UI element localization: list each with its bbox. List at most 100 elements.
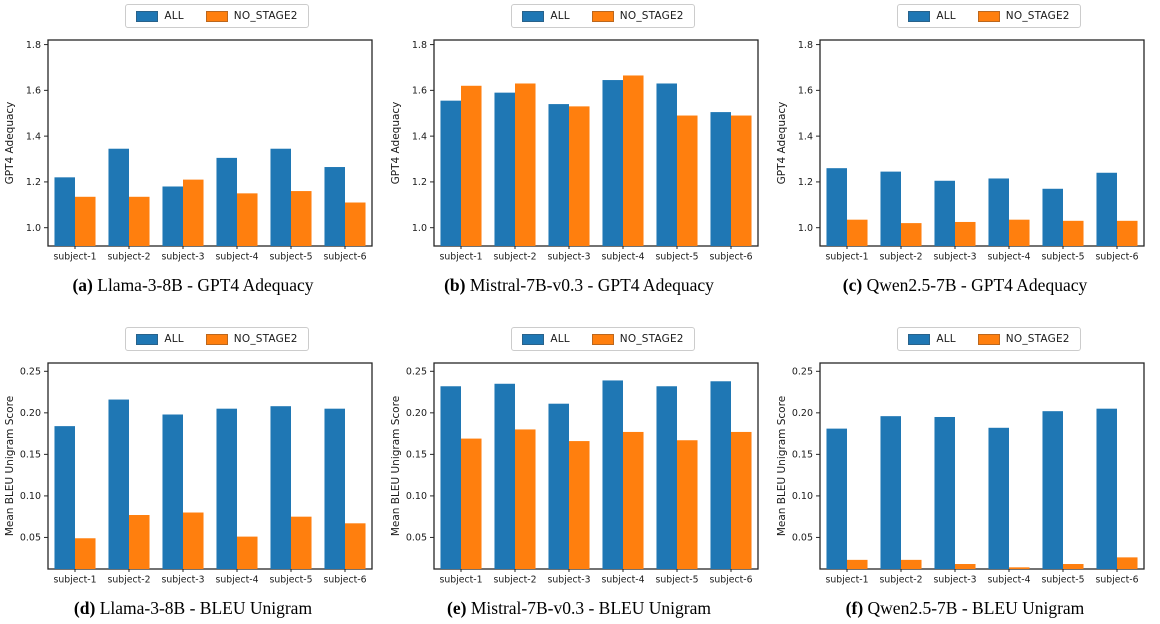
y-tick-label: 1.4: [798, 131, 813, 142]
bar-ALL-subject-5: [656, 386, 677, 569]
chart-figure-a: ALL NO_STAGE2 1.0 1.2 1.4 1.6 1.8 GPT4 Adequa…: [0, 4, 386, 297]
bar-NO_STAGE2-subject-5: [291, 191, 312, 246]
y-tick-label: 1.0: [798, 223, 813, 234]
bar-NO_STAGE2-subject-1: [75, 538, 96, 569]
bar-ALL-subject-2: [880, 171, 901, 246]
legend-swatch-no-stage2: [591, 333, 614, 345]
caption-letter: (f): [845, 598, 864, 618]
legend-swatch-all: [908, 333, 931, 345]
bar-NO_STAGE2-subject-6: [731, 431, 752, 569]
x-tick-label: subject-3: [162, 575, 205, 586]
x-tick-label: subject-3: [934, 575, 977, 586]
x-tick-label: subject-2: [880, 575, 923, 586]
bar-NO_STAGE2-subject-5: [1063, 564, 1084, 569]
y-tick-label: 1.8: [412, 40, 427, 51]
bar-ALL-subject-1: [826, 168, 847, 246]
legend-label-no-stage2: NO_STAGE2: [619, 333, 684, 345]
bar-chart-a: 1.0 1.2 1.4 1.6 1.8 GPT4 Adequacy subject-1 sub…: [4, 39, 373, 263]
chart-caption-a: (a) Llama-3-8B - GPT4 Adequacy: [0, 274, 386, 297]
plot-frame: [433, 39, 759, 247]
bar-ALL-subject-3: [934, 416, 955, 569]
bar-ALL-subject-4: [216, 157, 237, 246]
legend-item-all: ALL: [908, 10, 956, 22]
bar-ALL-subject-4: [602, 80, 623, 246]
bar-NO_STAGE2-subject-4: [1009, 567, 1030, 569]
x-tick-label: subject-1: [54, 575, 97, 586]
bar-ALL-subject-3: [548, 403, 569, 569]
bar-NO_STAGE2-subject-3: [569, 441, 590, 569]
x-tick-label: subject-5: [270, 252, 313, 263]
bar-NO_STAGE2-subject-6: [1117, 557, 1138, 569]
legend-wrap: ALL NO_STAGE2: [386, 4, 772, 28]
caption-letter: (d): [73, 598, 96, 618]
bar-chart-c: 1.0 1.2 1.4 1.6 1.8 GPT4 Adequacy subject-1 sub…: [776, 39, 1145, 263]
y-tick-label: 0.25: [406, 367, 427, 378]
y-tick-label: 1.6: [26, 86, 41, 97]
y-tick-label: 1.6: [798, 86, 813, 97]
bar-NO_STAGE2-subject-3: [955, 221, 976, 246]
y-axis-label: GPT4 Adequacy: [776, 102, 788, 185]
bar-ALL-subject-1: [826, 428, 847, 569]
chart-figure-f: ALL NO_STAGE2 0.05 0.10 0.15 0.20 0.25 Mean B…: [772, 327, 1158, 620]
x-tick-label: subject-6: [1096, 252, 1139, 263]
x-tick-label: subject-2: [880, 252, 923, 263]
y-tick-label: 0.20: [20, 408, 41, 419]
bar-NO_STAGE2-subject-3: [569, 106, 590, 246]
legend-swatch-no-stage2: [977, 333, 1000, 345]
bar-NO_STAGE2-subject-1: [461, 438, 482, 569]
bar-NO_STAGE2-subject-6: [345, 523, 366, 569]
x-tick-label: subject-6: [710, 575, 753, 586]
x-tick-label: subject-1: [826, 575, 869, 586]
plot-frame: [819, 39, 1145, 247]
y-tick-label: 0.15: [406, 450, 427, 461]
bar-ALL-subject-6: [324, 408, 345, 569]
y-tick-label: 1.4: [26, 131, 41, 142]
y-tick-label: 0.05: [792, 533, 813, 544]
legend-label-no-stage2: NO_STAGE2: [1005, 333, 1070, 345]
bar-NO_STAGE2-subject-5: [1063, 220, 1084, 246]
y-tick-label: 0.05: [406, 533, 427, 544]
legend-swatch-all: [136, 10, 159, 22]
legend-wrap: ALL NO_STAGE2: [772, 4, 1158, 28]
bar-NO_STAGE2-subject-4: [237, 536, 258, 569]
plot-frame: [433, 362, 759, 570]
y-tick-label: 0.15: [792, 450, 813, 461]
y-axis-label: Mean BLEU Unigram Score: [390, 396, 402, 536]
chart-figure-c: ALL NO_STAGE2 1.0 1.2 1.4 1.6 1.8 GPT4 Adequa…: [772, 4, 1158, 297]
caption-text: Llama-3-8B - GPT4 Adequacy: [92, 275, 314, 295]
x-tick-label: subject-1: [54, 252, 97, 263]
bar-NO_STAGE2-subject-2: [129, 515, 150, 569]
bar-chart-d: 0.05 0.10 0.15 0.20 0.25 Mean BLEU Unigram Sc…: [4, 362, 373, 586]
chart-caption-b: (b) Mistral-7B-v0.3 - GPT4 Adequacy: [386, 274, 772, 297]
y-tick-label: 0.05: [20, 533, 41, 544]
legend-label-no-stage2: NO_STAGE2: [233, 10, 298, 22]
x-tick-label: subject-3: [548, 252, 591, 263]
bar-ALL-subject-6: [1096, 172, 1117, 246]
chart-caption-d: (d) Llama-3-8B - BLEU Unigram: [0, 597, 386, 620]
legend-label-all: ALL: [550, 333, 570, 345]
legend-item-no-stage2: NO_STAGE2: [591, 333, 684, 345]
chart-legend: ALL NO_STAGE2: [125, 4, 309, 28]
x-tick-label: subject-4: [988, 575, 1031, 586]
bar-ALL-subject-1: [440, 100, 461, 247]
bar-NO_STAGE2-subject-4: [237, 193, 258, 246]
bar-ALL-subject-6: [710, 381, 731, 569]
bar-NO_STAGE2-subject-3: [955, 564, 976, 569]
y-tick-label: 1.0: [26, 223, 41, 234]
chart-caption-c: (c) Qwen2.5-7B - GPT4 Adequacy: [772, 274, 1158, 297]
y-axis-label: GPT4 Adequacy: [4, 102, 16, 185]
bar-NO_STAGE2-subject-5: [677, 115, 698, 247]
bar-ALL-subject-6: [324, 167, 345, 246]
legend-label-all: ALL: [936, 333, 956, 345]
x-tick-label: subject-6: [710, 252, 753, 263]
legend-label-all: ALL: [550, 10, 570, 22]
chart-caption-f: (f) Qwen2.5-7B - BLEU Unigram: [772, 597, 1158, 620]
bar-ALL-subject-4: [988, 427, 1009, 569]
bar-ALL-subject-4: [216, 408, 237, 569]
legend-item-all: ALL: [136, 333, 184, 345]
bar-NO_STAGE2-subject-6: [1117, 220, 1138, 246]
legend-item-all: ALL: [522, 10, 570, 22]
legend-wrap: ALL NO_STAGE2: [0, 327, 386, 351]
bar-ALL-subject-1: [440, 386, 461, 569]
